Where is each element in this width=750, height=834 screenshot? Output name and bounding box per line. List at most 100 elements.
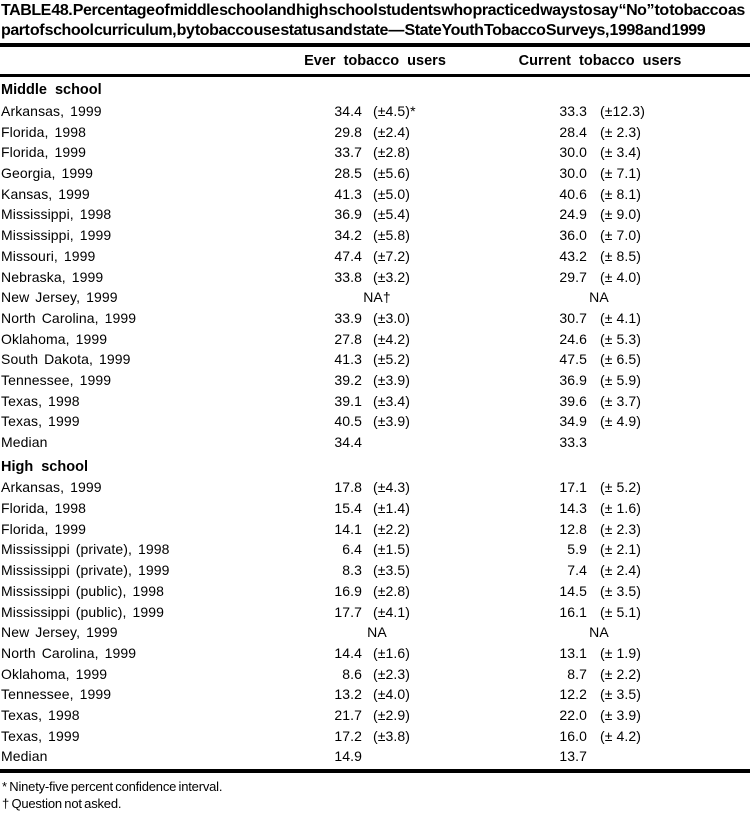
footnotes: * Ninety-five percent confidence interva… bbox=[0, 773, 750, 812]
table-row: Texas, 1999 40.5 (±3.9) 34.9 (± 4.9) bbox=[0, 411, 750, 432]
current-value: 33.3 bbox=[559, 434, 587, 451]
current-confidence-interval: (± 5.1) bbox=[600, 603, 642, 620]
row-label: Arkansas, 1999 bbox=[1, 103, 102, 120]
current-value: 16.0 bbox=[559, 727, 587, 744]
ever-confidence-interval: (±2.3) bbox=[373, 665, 411, 682]
ever-confidence-interval: (±2.9) bbox=[373, 706, 411, 723]
ever-value: 14.9 bbox=[334, 748, 362, 765]
table-row: Mississippi (private), 1999 8.3 (±3.5) 7… bbox=[0, 560, 750, 581]
table-row: Mississippi, 1999 34.2 (±5.8) 36.0 (± 7.… bbox=[0, 225, 750, 246]
current-value: 36.9 bbox=[559, 371, 587, 388]
current-value: 12.8 bbox=[559, 520, 587, 537]
current-value: 40.6 bbox=[559, 185, 587, 202]
table-row: Arkansas, 1999 34.4 (±4.5)* 33.3 (±12.3) bbox=[0, 101, 750, 122]
ever-value: 47.4 bbox=[334, 247, 362, 264]
table-row: Texas, 1999 17.2 (±3.8) 16.0 (± 4.2) bbox=[0, 725, 750, 746]
ever-confidence-interval: (±3.9) bbox=[373, 413, 411, 430]
current-value: 30.7 bbox=[559, 309, 587, 326]
ever-confidence-interval: (±4.5)* bbox=[373, 103, 416, 120]
ever-confidence-interval: (±3.4) bbox=[373, 392, 411, 409]
ever-value: 39.2 bbox=[334, 371, 362, 388]
ever-value: 17.7 bbox=[334, 603, 362, 620]
current-value: 16.1 bbox=[559, 603, 587, 620]
row-label: Oklahoma, 1999 bbox=[1, 330, 108, 347]
ever-confidence-interval: (±1.6) bbox=[373, 644, 411, 661]
table-title: TABLE 48. Percentage of middle school an… bbox=[1, 2, 745, 39]
table-row: Arkansas, 1999 17.8 (±4.3) 17.1 (± 5.2) bbox=[0, 477, 750, 498]
table-row: Georgia, 1999 28.5 (±5.6) 30.0 (± 7.1) bbox=[0, 163, 750, 184]
current-value-na: NA bbox=[589, 289, 609, 306]
current-value: 14.5 bbox=[559, 582, 587, 599]
current-value: 5.9 bbox=[567, 541, 587, 558]
row-label: Kansas, 1999 bbox=[1, 185, 90, 202]
current-value: 14.3 bbox=[559, 500, 587, 517]
ever-value: 29.8 bbox=[334, 123, 362, 140]
current-value: 17.1 bbox=[559, 479, 587, 496]
column-header-current-users: Current tobacco users bbox=[518, 53, 682, 69]
table-row: Nebraska, 1999 33.8 (±3.2) 29.7 (± 4.0) bbox=[0, 266, 750, 287]
current-confidence-interval: (± 3.9) bbox=[600, 706, 642, 723]
ever-value: 8.6 bbox=[342, 665, 362, 682]
current-value: 7.4 bbox=[567, 562, 587, 579]
row-label: Florida, 1998 bbox=[1, 500, 87, 517]
table-row: Tennessee, 1999 13.2 (±4.0) 12.2 (± 3.5) bbox=[0, 684, 750, 705]
table-row: Missouri, 1999 47.4 (±7.2) 43.2 (± 8.5) bbox=[0, 246, 750, 267]
current-value: 39.6 bbox=[559, 392, 587, 409]
current-value: 13.7 bbox=[559, 748, 587, 765]
current-confidence-interval: (± 2.3) bbox=[600, 123, 642, 140]
ever-confidence-interval: (±2.2) bbox=[373, 520, 411, 537]
section-header: Middle school bbox=[1, 82, 102, 99]
ever-value: 17.2 bbox=[334, 727, 362, 744]
ever-value: 33.7 bbox=[334, 144, 362, 161]
row-label: Mississippi, 1999 bbox=[1, 227, 112, 244]
bottom-divider-rule bbox=[0, 768, 750, 773]
table-section: Middle school Arkansas, 1999 34.4 (±4.5)… bbox=[0, 80, 750, 452]
current-value: 43.2 bbox=[559, 247, 587, 264]
row-label: Tennessee, 1999 bbox=[1, 686, 112, 703]
ever-value: 34.2 bbox=[334, 227, 362, 244]
current-value: 30.0 bbox=[559, 165, 587, 182]
table-row: Texas, 1998 21.7 (±2.9) 22.0 (± 3.9) bbox=[0, 705, 750, 726]
current-value: 34.9 bbox=[559, 413, 587, 430]
table-row: Mississippi (public), 1998 16.9 (±2.8) 1… bbox=[0, 581, 750, 602]
current-confidence-interval: (± 5.2) bbox=[600, 479, 642, 496]
current-value-na: NA bbox=[589, 624, 609, 641]
ever-value: 41.3 bbox=[334, 185, 362, 202]
table-row: North Carolina, 1999 14.4 (±1.6) 13.1 (±… bbox=[0, 643, 750, 664]
header-divider-rule bbox=[0, 74, 750, 77]
table-row: Florida, 1999 33.7 (±2.8) 30.0 (± 3.4) bbox=[0, 142, 750, 163]
current-value: 24.9 bbox=[559, 206, 587, 223]
table-row: Kansas, 1999 41.3 (±5.0) 40.6 (± 8.1) bbox=[0, 183, 750, 204]
current-value: 36.0 bbox=[559, 227, 587, 244]
row-label: Texas, 1999 bbox=[1, 727, 80, 744]
current-value: 8.7 bbox=[567, 665, 587, 682]
current-confidence-interval: (± 4.1) bbox=[600, 309, 642, 326]
table-row: Florida, 1999 14.1 (±2.2) 12.8 (± 2.3) bbox=[0, 518, 750, 539]
ever-value: 13.2 bbox=[334, 686, 362, 703]
ever-value: 16.9 bbox=[334, 582, 362, 599]
table-row: North Carolina, 1999 33.9 (±3.0) 30.7 (±… bbox=[0, 308, 750, 329]
row-label: Texas, 1999 bbox=[1, 413, 80, 430]
row-label: New Jersey, 1999 bbox=[1, 624, 118, 641]
table-row: Mississippi (public), 1999 17.7 (±4.1) 1… bbox=[0, 601, 750, 622]
ever-value: 15.4 bbox=[334, 500, 362, 517]
ever-value: 17.8 bbox=[334, 479, 362, 496]
current-confidence-interval: (± 3.4) bbox=[600, 144, 642, 161]
ever-value-na: NA bbox=[367, 624, 387, 641]
current-confidence-interval: (± 5.9) bbox=[600, 371, 642, 388]
ever-confidence-interval: (±5.8) bbox=[373, 227, 411, 244]
current-confidence-interval: (± 4.0) bbox=[600, 268, 642, 285]
ever-confidence-interval: (±3.9) bbox=[373, 371, 411, 388]
current-confidence-interval: (± 4.2) bbox=[600, 727, 642, 744]
ever-confidence-interval: (±4.2) bbox=[373, 330, 411, 347]
ever-confidence-interval: (±5.4) bbox=[373, 206, 411, 223]
current-confidence-interval: (± 2.1) bbox=[600, 541, 642, 558]
ever-value: 41.3 bbox=[334, 351, 362, 368]
footnote-question-not-asked: † Question not asked. bbox=[2, 795, 122, 811]
current-confidence-interval: (±12.3) bbox=[600, 103, 645, 120]
ever-confidence-interval: (±1.4) bbox=[373, 500, 411, 517]
ever-value: 21.7 bbox=[334, 706, 362, 723]
row-label: Texas, 1998 bbox=[1, 706, 80, 723]
current-confidence-interval: (± 3.5) bbox=[600, 686, 642, 703]
